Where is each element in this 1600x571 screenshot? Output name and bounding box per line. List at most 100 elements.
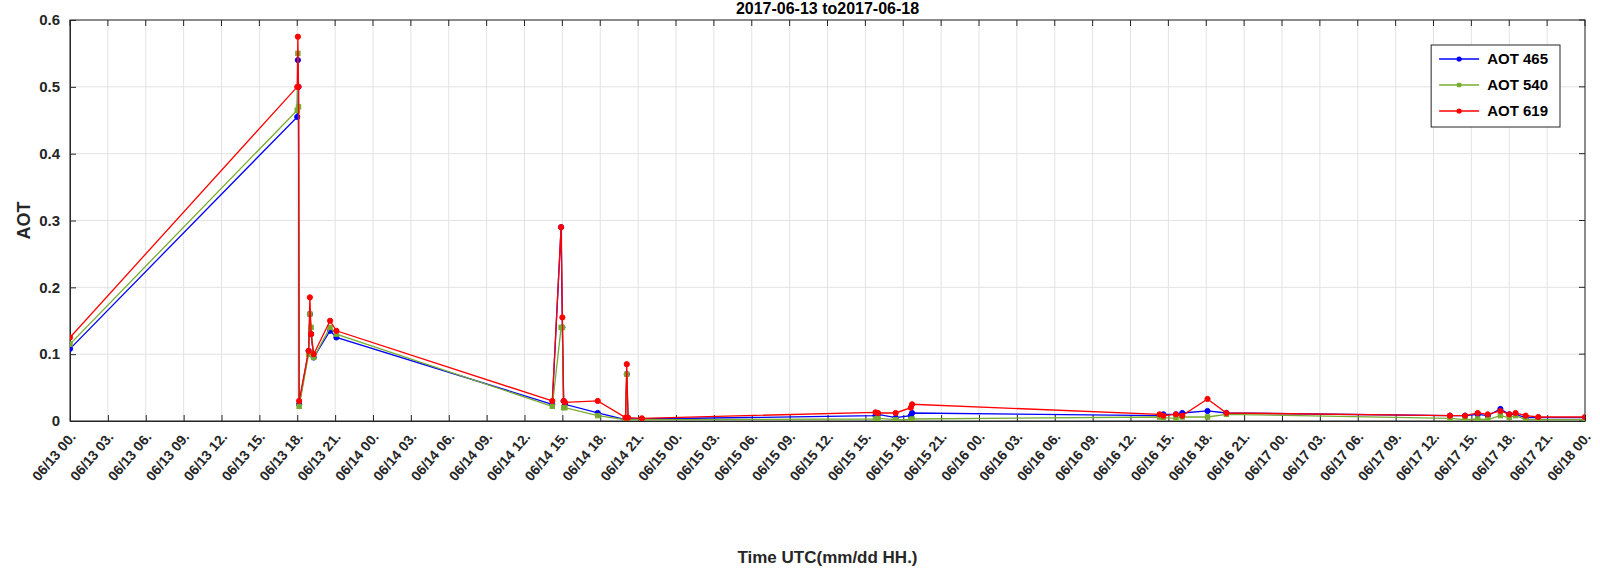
x-tick-mark-top [600,20,601,26]
y-tick-mark [70,287,76,288]
x-tick-mark [259,415,260,421]
series-marker [639,416,644,421]
series-marker [328,325,332,329]
x-tick-mark-top [107,20,108,26]
series-line [70,60,1585,420]
y-tick-label: 0.4 [39,145,61,162]
series-marker [334,328,339,333]
legend: AOT 465AOT 540AOT 619 [1431,45,1560,127]
x-tick: 06/18 00. [1544,415,1594,484]
chart: 06/13 00.06/13 03.06/13 06.06/13 09.06/1… [0,0,1600,571]
series-marker [70,342,72,346]
y-tick-label: 0.3 [39,212,60,229]
x-tick-mark [941,415,942,421]
x-tick-mark [1585,415,1586,421]
series-marker [893,410,898,415]
series-marker [1205,415,1209,419]
legend-label: AOT 540 [1487,76,1548,93]
series-marker [910,417,914,421]
series-marker [1507,412,1512,417]
grid-line-y [70,354,1585,355]
series-marker [309,332,314,337]
y-tick-label: 0 [52,412,60,429]
x-tick-mark [487,415,488,421]
series-marker [1485,412,1490,417]
series-marker [596,413,600,417]
plot-frame [70,20,1585,421]
y-tick: 0.1 [39,345,76,362]
series-marker [625,415,630,420]
series-marker [560,315,565,320]
x-tick-mark [411,415,412,421]
x-tick-mark-top [448,20,449,26]
plot: 06/13 00.06/13 03.06/13 06.06/13 09.06/1… [29,11,1594,484]
x-tick-mark-top [713,20,714,26]
series-marker [306,348,311,353]
series-marker [1462,413,1467,418]
grid-line-y [70,153,1585,154]
series-marker [550,398,555,403]
y-tick: 0.5 [39,78,76,95]
series-marker [296,84,301,89]
x-tick-mark [184,415,185,421]
y-tick-label: 0.1 [39,345,60,362]
x-tick-mark [790,415,791,421]
x-tick-mark-top [373,20,374,26]
x-tick-mark-top [145,20,146,26]
x-tick-mark [297,415,298,421]
series-marker [327,318,332,323]
x-tick-mark-top [1016,20,1017,26]
x-tick-mark-top [297,20,298,26]
series-marker [1513,410,1518,415]
x-axis-title: Time UTC(mm/dd HH.) [737,548,917,567]
legend-box [1431,45,1560,127]
plot-background [70,20,1585,421]
series-marker [297,404,301,408]
x-tick-mark-top [1585,20,1586,26]
y-tick-label: 0.6 [39,11,60,28]
legend-label: AOT 465 [1487,50,1548,67]
x-tick-mark-top [1130,20,1131,26]
x-tick-mark [108,415,109,421]
y-tick: 0.3 [39,212,76,229]
y-axis: 00.10.20.30.40.50.6 [39,11,76,429]
x-tick-mark [222,415,223,421]
x-tick-label: 06/18 00. [1544,429,1594,484]
y-tick-mark [70,354,76,355]
x-tick-mark-top [1395,20,1396,26]
series-marker [1224,410,1229,415]
x-tick-mark-top [676,20,677,26]
x-tick-mark-top [638,20,639,26]
series-marker [562,400,567,405]
data-layer [70,34,1585,421]
x-tick-mark-top [524,20,525,26]
legend-item: AOT 465 [1439,50,1548,67]
series-marker [1536,414,1541,419]
series-marker [1224,410,1229,415]
series-marker [1161,413,1166,418]
y-tick-mark [70,421,76,422]
series-marker [559,225,564,230]
series-marker [875,410,880,415]
series-marker [311,352,316,357]
series-line [70,53,1585,419]
grid-line-y [70,220,1585,221]
y-tick-mark [70,154,76,155]
y-tick: 0 [52,412,76,429]
x-tick-mark-top [1357,20,1358,26]
x-tick-mark [525,415,526,421]
y-tick: 0.4 [39,145,76,162]
legend-item: AOT 540 [1439,76,1548,93]
x-tick-mark-top [1206,20,1207,26]
x-tick-mark-top [486,20,487,26]
x-tick-mark-top [1509,20,1510,26]
y-tick-mark-right [1579,20,1585,21]
series-marker [309,332,314,337]
series-marker [1498,408,1503,413]
series-marker [1447,413,1452,418]
series-marker [1173,412,1178,417]
y-tick: 0.6 [39,11,76,28]
series-marker [595,398,600,403]
series-marker [1582,414,1585,419]
x-tick-mark-top [903,20,904,26]
